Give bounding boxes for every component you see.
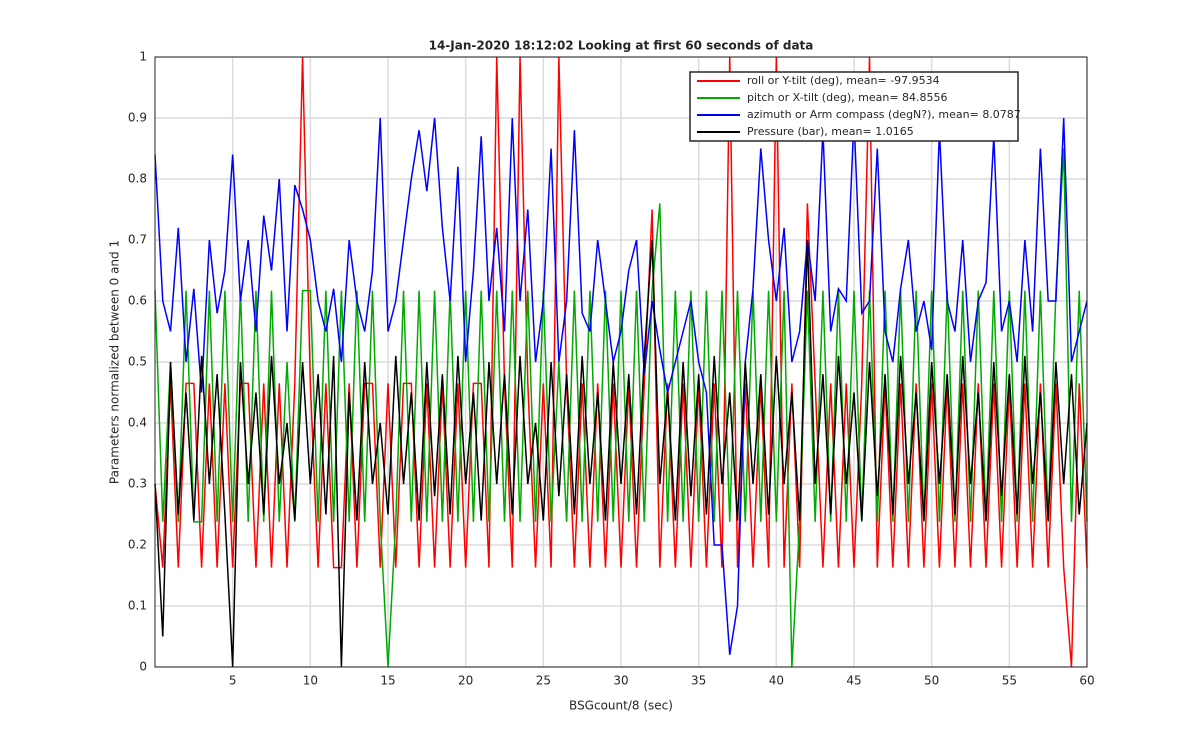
series-line (154, 148, 1088, 668)
x-tick-label: 5 (229, 674, 237, 688)
x-tick-label: 10 (303, 674, 318, 688)
x-tick-label: 25 (536, 674, 551, 688)
series-line (154, 239, 1088, 668)
y-tick-label: 0.8 (128, 172, 147, 186)
x-tick-label: 30 (613, 674, 628, 688)
y-axis-label: Parameters normalized between 0 and 1 (108, 240, 122, 484)
y-tick-label: 0.7 (128, 233, 147, 247)
x-tick-label: 15 (380, 674, 395, 688)
x-tick-label: 50 (924, 674, 939, 688)
x-tick-label: 55 (1002, 674, 1017, 688)
legend-box (689, 71, 1019, 142)
x-tick-label: 40 (769, 674, 784, 688)
y-tick-label: 0.1 (128, 599, 147, 613)
y-tick-label: 0.2 (128, 538, 147, 552)
series-line (154, 117, 1088, 655)
legend-label: pitch or X-tilt (deg), mean= 84.8556 (747, 91, 948, 104)
y-tick-label: 0 (139, 660, 147, 674)
chart-title: 14-Jan-2020 18:12:02 Looking at first 60… (429, 39, 814, 53)
y-tick-label: 0.9 (128, 111, 147, 125)
series-line (154, 56, 1088, 668)
legend-label: roll or Y-tilt (deg), mean= -97.9534 (747, 74, 940, 87)
x-axis-label: BSGcount/8 (sec) (569, 699, 673, 713)
y-tick-label: 0.6 (128, 294, 147, 308)
y-tick-label: 1 (139, 50, 147, 64)
plot-frame (154, 56, 1088, 668)
x-tick-label: 35 (691, 674, 706, 688)
y-tick-label: 0.5 (128, 355, 147, 369)
x-tick-label: 20 (458, 674, 473, 688)
y-tick-label: 0.3 (128, 477, 147, 491)
x-tick-label: 60 (1079, 674, 1094, 688)
legend-label: azimuth or Arm compass (degN?), mean= 8.… (747, 108, 1021, 121)
y-tick-label: 0.4 (128, 416, 147, 430)
x-tick-label: 45 (846, 674, 861, 688)
legend-label: Pressure (bar), mean= 1.0165 (747, 125, 914, 138)
